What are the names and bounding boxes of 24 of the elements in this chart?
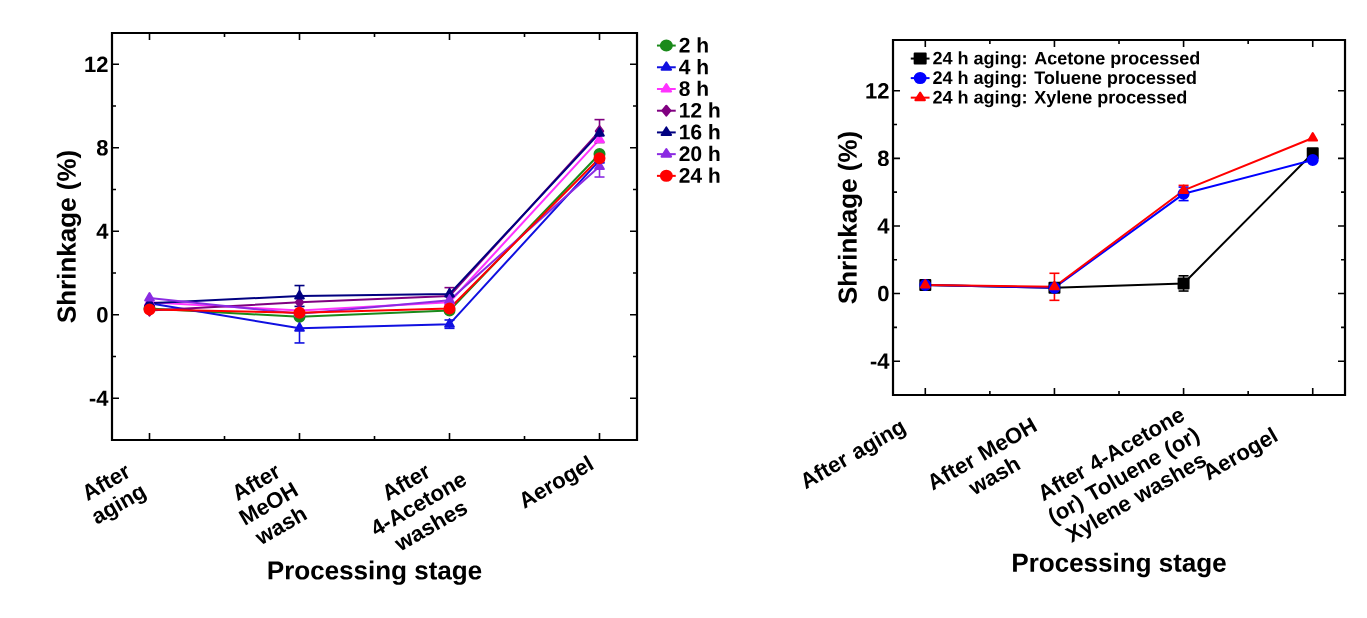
y-axis-title: Shrinkage (%) — [837, 132, 863, 304]
y-tick-label: 0 — [97, 306, 108, 323]
y-tick-label: 8 — [877, 150, 889, 167]
legend-label: 24 h aging: Toluene processed — [933, 70, 1196, 88]
x-axis-title: Processing stage — [268, 560, 482, 585]
y-tick-label: 12 — [866, 83, 889, 99]
legend-label: 24 h aging: Xylene processed — [933, 90, 1187, 108]
y-axis-title: Shrinkage (%) — [56, 151, 82, 323]
legend-label: 4 h — [679, 58, 708, 75]
x-axis-title: Processing stage — [1013, 552, 1226, 578]
legend-label: 16 h — [680, 124, 720, 140]
y-tick-label: 4 — [877, 218, 890, 234]
y-tick-label: -4 — [89, 390, 109, 406]
y-tick-label: 8 — [96, 139, 108, 156]
legend-label: 24 h — [679, 167, 720, 183]
legend-label: 8 h — [679, 80, 708, 97]
legend-label: 24 h aging: Acetone processed — [933, 51, 1200, 69]
y-tick-label: -4 — [870, 353, 890, 369]
y-tick-label: 12 — [85, 56, 108, 72]
y-tick-label: 4 — [96, 223, 109, 239]
legend-label: 20 h — [679, 145, 720, 162]
legend-label: 12 h — [680, 102, 720, 118]
y-tick-label: 0 — [878, 285, 889, 302]
legend-label: 2 h — [679, 37, 708, 53]
